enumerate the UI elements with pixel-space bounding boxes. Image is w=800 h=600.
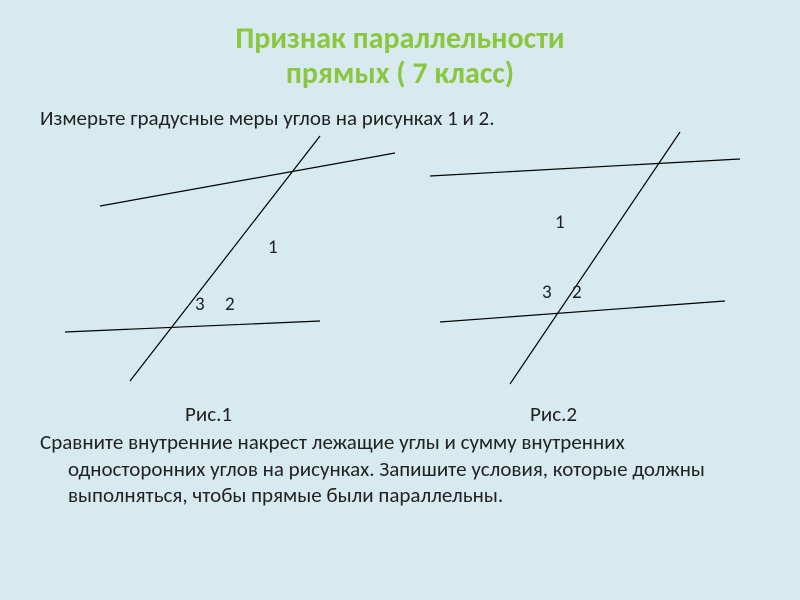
fig1-caption: Рис.1 — [185, 401, 232, 427]
fig1-angle-2: 2 — [225, 293, 235, 316]
fig1-angle-1: 1 — [268, 236, 278, 259]
title-line2: прямых ( 7 класс) — [286, 55, 514, 92]
diagrams-area: 1 2 3 1 2 3 — [0, 131, 800, 401]
bottom-text: Сравните внутренние накрест лежащие углы… — [0, 429, 800, 508]
fig2-angle-3: 3 — [542, 281, 552, 304]
title-line1: Признак параллельности — [235, 20, 564, 57]
fig2-angle-1: 1 — [555, 211, 565, 234]
fig2-caption: Рис.2 — [530, 401, 577, 427]
fig1-angle-3: 3 — [195, 293, 205, 316]
intro-text: Измерьте градусные меры углов на рисунка… — [0, 91, 800, 131]
page-title: Признак параллельности прямых ( 7 класс) — [0, 0, 800, 91]
caption-row: Рис.1 Рис.2 — [0, 401, 800, 429]
fig2-angle-2: 2 — [572, 281, 582, 304]
diagram-lines-svg — [0, 131, 800, 401]
